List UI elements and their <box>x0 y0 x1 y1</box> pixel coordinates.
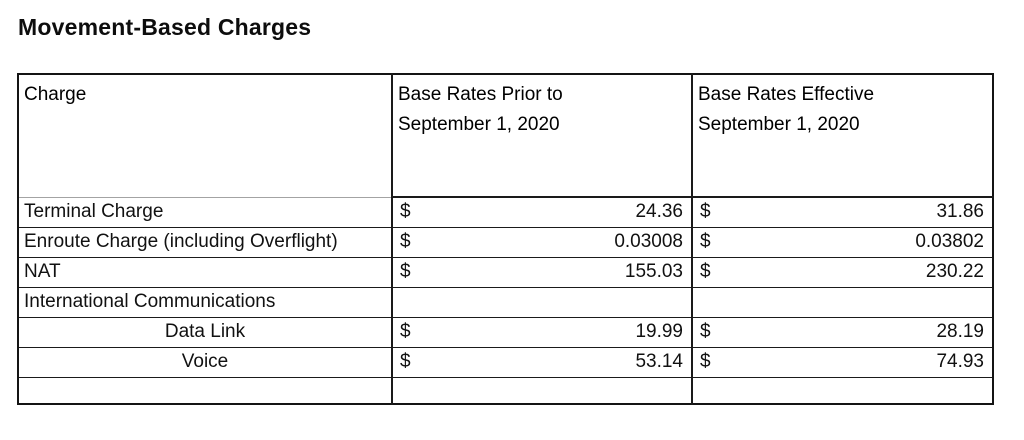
rate-value: 31.86 <box>936 201 984 223</box>
rate-value: 0.03008 <box>614 231 683 252</box>
rate-prior-cell: $24.36 <box>392 197 693 228</box>
rate-value: 24.36 <box>635 201 683 223</box>
amount-wrap: $24.36 <box>393 201 690 223</box>
charge-cell: International Communications <box>18 287 393 318</box>
table-row: International Communications <box>18 287 993 318</box>
rate-effective-cell: $31.86 <box>692 197 993 228</box>
column-header-charge: Charge <box>18 74 393 198</box>
currency-symbol: $ <box>700 231 711 252</box>
rate-effective-cell: $74.93 <box>692 347 993 378</box>
rate-value: 230.22 <box>925 261 984 282</box>
table-row: Voice $53.14 $74.93 <box>18 347 993 378</box>
charge-cell: Voice <box>18 347 393 378</box>
column-header-prior-rates: Base Rates Prior to September 1, 2020 <box>392 74 693 198</box>
amount-wrap: $74.93 <box>693 351 992 373</box>
rate-effective-cell: $230.22 <box>692 257 993 288</box>
header-label-line: September 1, 2020 <box>398 114 560 135</box>
rate-value: 0.03802 <box>915 231 984 252</box>
charge-cell: NAT <box>18 257 393 288</box>
header-label-line: Base Rates Prior to <box>398 84 563 105</box>
charges-table: Charge Base Rates Prior to September 1, … <box>17 73 994 405</box>
currency-symbol: $ <box>700 201 711 223</box>
header-label-line: Charge <box>24 84 87 105</box>
rate-prior-cell: $19.99 <box>392 317 693 348</box>
rate-value: 53.14 <box>635 351 683 372</box>
rate-value: 74.93 <box>936 351 984 372</box>
charge-cell: Enroute Charge (including Overflight) <box>18 227 393 258</box>
table-row: Enroute Charge (including Overflight) $0.… <box>18 227 993 258</box>
amount-wrap: $230.22 <box>693 261 992 283</box>
rate-effective-cell: $28.19 <box>692 317 993 348</box>
currency-symbol: $ <box>400 261 411 282</box>
rate-prior-cell: $53.14 <box>392 347 693 378</box>
currency-symbol: $ <box>400 321 411 342</box>
table-row: NAT $155.03 $230.22 <box>18 257 993 288</box>
rate-prior-cell <box>392 377 693 404</box>
currency-symbol: $ <box>700 261 711 282</box>
amount-wrap: $155.03 <box>393 261 690 283</box>
amount-wrap: $53.14 <box>393 351 690 373</box>
header-row: Charge Base Rates Prior to September 1, … <box>18 74 993 198</box>
amount-wrap: $0.03008 <box>393 231 690 253</box>
rate-prior-cell: $155.03 <box>392 257 693 288</box>
header-label-line: Base Rates Effective <box>698 84 875 105</box>
table-row: Terminal Charge $24.36 $31.86 <box>18 197 993 228</box>
rate-prior-cell <box>392 287 693 318</box>
amount-wrap: $31.86 <box>693 201 992 223</box>
column-header-effective-rates: Base Rates Effective September 1, 2020 <box>692 74 993 198</box>
rate-prior-cell: $0.03008 <box>392 227 693 258</box>
table-row <box>18 377 993 404</box>
currency-symbol: $ <box>400 351 411 372</box>
amount-wrap: $0.03802 <box>693 231 992 253</box>
rate-value: 28.19 <box>936 321 984 342</box>
rate-value: 19.99 <box>635 321 683 342</box>
rate-effective-cell: $0.03802 <box>692 227 993 258</box>
amount-wrap: $28.19 <box>693 321 992 343</box>
header-label-line: September 1, 2020 <box>698 114 860 135</box>
currency-symbol: $ <box>400 231 411 252</box>
rate-effective-cell <box>692 377 993 404</box>
charge-cell: Terminal Charge <box>18 197 393 228</box>
currency-symbol: $ <box>700 351 711 372</box>
rate-value: 155.03 <box>624 261 683 282</box>
amount-wrap: $19.99 <box>393 321 690 343</box>
currency-symbol: $ <box>400 201 411 223</box>
rate-effective-cell <box>692 287 993 318</box>
page-title: Movement-Based Charges <box>18 14 312 40</box>
table-row: Data Link $19.99 $28.19 <box>18 317 993 348</box>
charge-cell: Data Link <box>18 317 393 348</box>
currency-symbol: $ <box>700 321 711 342</box>
charge-cell <box>18 377 393 404</box>
